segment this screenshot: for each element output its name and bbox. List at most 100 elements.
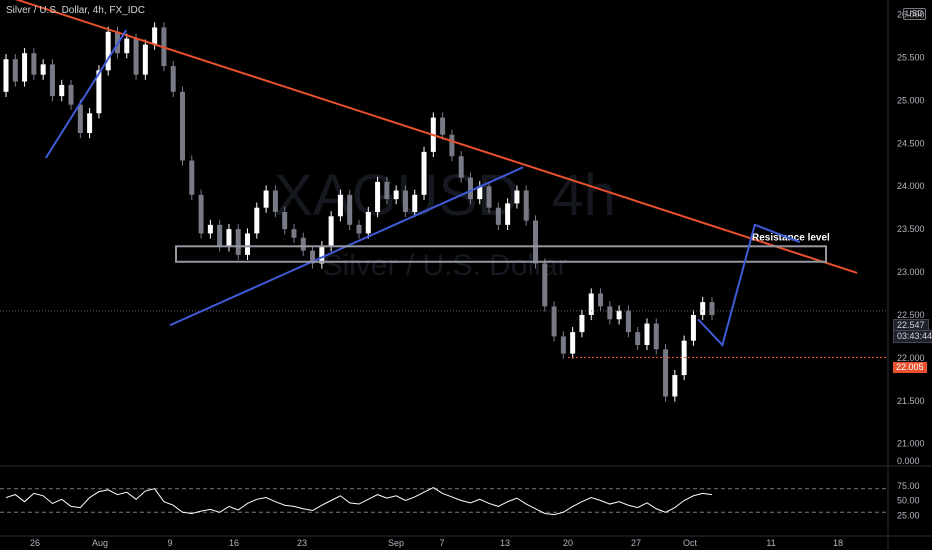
rsi-panel <box>0 486 888 516</box>
price-tick-label: 23.000 <box>897 267 925 277</box>
candle-body <box>477 186 483 200</box>
candle-body <box>514 190 520 204</box>
candle-body <box>375 181 381 212</box>
candle-body <box>96 70 102 114</box>
rsi-line <box>5 486 713 516</box>
candle-body <box>690 314 696 341</box>
time-tick-label: 27 <box>631 538 641 548</box>
candle-body <box>263 190 269 208</box>
candle-body <box>551 306 557 337</box>
time-tick-label: 13 <box>500 538 510 548</box>
candle-body <box>254 207 260 234</box>
candle-body <box>31 53 37 75</box>
candle-body <box>542 263 548 307</box>
time-tick-label: 16 <box>229 538 239 548</box>
support-price-tag: 22.005 <box>893 362 927 373</box>
candle-body <box>226 229 232 247</box>
time-tick-label: 26 <box>30 538 40 548</box>
candle-body <box>22 53 28 82</box>
price-tick-label: 21.000 <box>897 439 925 449</box>
resistance-zone <box>175 245 827 263</box>
candle-body <box>337 194 343 217</box>
candle-body <box>152 27 158 45</box>
candle-body <box>700 302 706 315</box>
candle-body <box>356 224 362 234</box>
price-tick-label: 22.000 <box>897 353 925 363</box>
candle-body <box>124 38 130 54</box>
candle-body <box>533 220 538 264</box>
candle-body <box>133 38 139 75</box>
rsi-tick-label: 50.00 <box>897 496 920 506</box>
candle-body <box>40 64 46 75</box>
price-tick-label: 25.000 <box>897 95 925 105</box>
candle-body <box>245 233 251 255</box>
candle-body <box>180 91 185 161</box>
candle-body <box>142 44 148 75</box>
candle-body <box>217 224 223 247</box>
price-tick-label: 21.500 <box>897 396 925 406</box>
candle-body <box>198 194 204 234</box>
candle-body <box>579 314 585 333</box>
watermark: XAGUSD, 4h Silver / U.S. Dollar <box>274 163 616 282</box>
candle-body <box>170 66 176 92</box>
candle-body <box>625 310 631 333</box>
candle-body <box>282 211 288 230</box>
time-tick-label: Oct <box>683 538 698 548</box>
candle-body <box>616 310 622 320</box>
candle-body <box>412 194 418 212</box>
candle-body <box>505 203 511 225</box>
candle-body <box>68 84 74 105</box>
candle-body <box>467 177 473 200</box>
watermark-name: Silver / U.S. Dollar <box>322 249 567 282</box>
rsi-tick-label: 25.00 <box>897 510 920 520</box>
candle-body <box>105 31 111 71</box>
trendline <box>14 0 858 274</box>
time-tick-label: 18 <box>833 538 843 548</box>
price-tick-label: 25.500 <box>897 52 925 62</box>
candle-body <box>440 117 446 135</box>
drawing-overlays: Resistance level <box>0 0 888 358</box>
time-tick-label: 20 <box>563 538 573 548</box>
rsi-tick-label: 75.00 <box>897 481 920 491</box>
candle-body <box>59 84 65 97</box>
candle-body <box>458 156 464 178</box>
candle-body <box>3 59 9 92</box>
candle-body <box>87 113 93 134</box>
price-tick-label: 24.000 <box>897 181 925 191</box>
candle-body <box>449 134 455 157</box>
chart-title: Silver / U.S. Dollar, 4h, FX_IDC <box>6 5 145 16</box>
price-tick-label: 26.000 <box>897 10 925 20</box>
time-tick-label: Aug <box>92 538 108 548</box>
candle-body <box>291 229 297 238</box>
candle-body <box>635 332 641 346</box>
candle-body <box>384 181 390 200</box>
projection-path <box>697 223 801 347</box>
price-tick-label: 24.500 <box>897 138 925 148</box>
time-tick-label: 7 <box>439 538 444 548</box>
time-tick-label: Sep <box>388 538 404 548</box>
candle-body <box>310 250 316 264</box>
rsi-tick-label: 0.000 <box>897 456 920 466</box>
time-tick-label: 9 <box>167 538 172 548</box>
candle-body <box>77 104 83 134</box>
candle-body <box>319 246 325 264</box>
candle-body <box>393 190 399 200</box>
candle-body <box>709 302 715 315</box>
time-tick-label: 11 <box>766 538 775 548</box>
candle-body <box>523 190 529 221</box>
candle-body <box>598 293 604 307</box>
candle-body <box>486 186 492 208</box>
trendline <box>44 29 128 159</box>
currency-badge[interactable]: USD <box>903 8 926 20</box>
price-tick-label: 22.500 <box>897 310 925 320</box>
candle-body <box>235 229 241 255</box>
candle-body <box>607 306 613 320</box>
candle-body <box>402 190 408 212</box>
candle-body <box>12 59 18 82</box>
candle-body <box>570 332 576 354</box>
countdown-tag: 03:43:44 <box>893 330 932 343</box>
candle-body <box>347 194 353 225</box>
time-tick-label: 23 <box>297 538 307 548</box>
